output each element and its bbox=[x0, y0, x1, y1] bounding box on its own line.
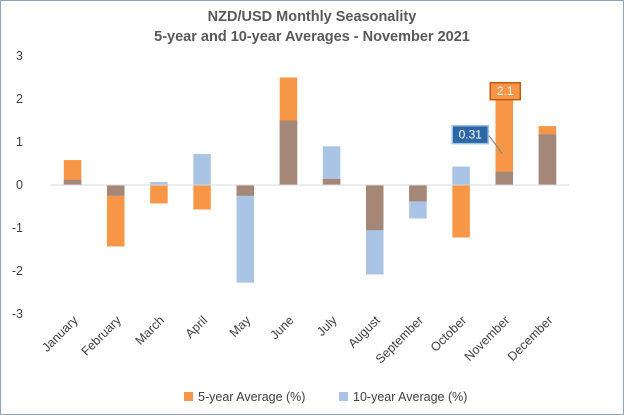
y-tick-label: 3 bbox=[16, 49, 23, 63]
legend: 5-year Average (%) 10-year Average (%) bbox=[184, 390, 467, 404]
bar-10yr-april bbox=[193, 154, 211, 185]
callout-label-10-year-average: 0.31 bbox=[459, 128, 483, 142]
bar-10yr-july bbox=[322, 146, 341, 185]
callout-leader-line bbox=[487, 134, 503, 154]
x-tick-label-april: April bbox=[183, 313, 211, 341]
x-tick-label-may: May bbox=[227, 313, 254, 340]
legend-label-5-year-average: 5-year Average (%) bbox=[198, 390, 305, 404]
y-tick-label: 1 bbox=[16, 135, 23, 149]
bar-5yr-february bbox=[107, 185, 125, 247]
callout-label-5-year-average: 2.1 bbox=[497, 84, 514, 98]
x-tick-label-december: December bbox=[505, 313, 556, 364]
bar-10yr-march bbox=[150, 181, 168, 185]
bar-overlap-june bbox=[279, 120, 298, 185]
annotations: 0.31 2.1 bbox=[451, 81, 521, 154]
bar-overlap-may bbox=[236, 185, 254, 196]
bar-5yr-january bbox=[63, 160, 82, 185]
callout-box-5-year-average bbox=[489, 81, 521, 101]
chart-subtitle: 5-year and 10-year Averages - November 2… bbox=[154, 29, 470, 45]
y-tick-label: -3 bbox=[12, 307, 23, 321]
legend-swatch-5-year-average bbox=[184, 392, 193, 401]
x-tick-label-june: June bbox=[267, 313, 296, 342]
bar-overlap-january bbox=[63, 179, 82, 185]
y-tick-label: -2 bbox=[12, 264, 23, 278]
bar-5yr-march bbox=[150, 185, 168, 204]
bar-overlap-february bbox=[107, 185, 125, 196]
x-tick-label-august: August bbox=[345, 313, 383, 351]
bar-5yr-april bbox=[193, 185, 211, 210]
bar-overlap-november bbox=[495, 171, 513, 185]
bar-overlap-december bbox=[538, 134, 557, 185]
y-axis: 3 2 1 0 -1 -2 -3 bbox=[12, 49, 23, 321]
y-tick-label: -1 bbox=[12, 221, 23, 235]
bar-10yr-may bbox=[236, 185, 254, 283]
legend-swatch-10-year-average bbox=[339, 392, 348, 401]
x-tick-label-january: January bbox=[39, 313, 81, 355]
callout-box-10-year-average bbox=[451, 124, 489, 145]
bar-overlap-july bbox=[322, 178, 341, 185]
bar-overlap-august bbox=[366, 185, 384, 231]
x-tick-label-february: February bbox=[79, 313, 125, 359]
y-tick-label: 2 bbox=[16, 92, 23, 106]
y-tick-label: 0 bbox=[16, 178, 23, 192]
x-tick-label-march: March bbox=[133, 313, 167, 347]
x-tick-label-november: November bbox=[462, 313, 513, 364]
plot-area bbox=[63, 77, 557, 283]
x-tick-label-october: October bbox=[428, 313, 469, 354]
x-tick-label-july: July bbox=[314, 313, 340, 339]
bar-10yr-october bbox=[452, 166, 470, 185]
bar-5yr-november bbox=[495, 94, 513, 185]
legend-label-10-year-average: 10-year Average (%) bbox=[353, 390, 467, 404]
bar-5yr-october bbox=[452, 185, 470, 238]
chart-title: NZD/USD Monthly Seasonality bbox=[208, 9, 417, 25]
bar-overlap-september bbox=[409, 185, 427, 202]
